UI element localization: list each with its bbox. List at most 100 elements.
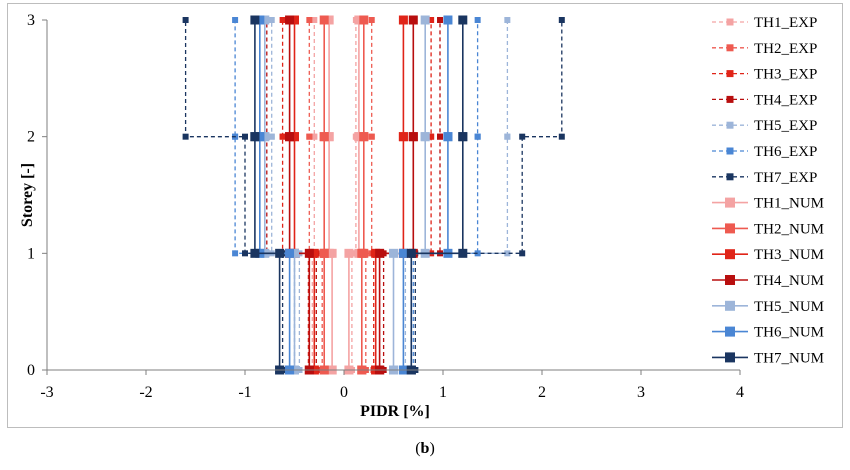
data-point-TH2_EXP (306, 133, 313, 140)
legend-marker-TH5_NUM (725, 300, 735, 311)
data-point-TH2_NUM (359, 132, 369, 142)
data-point-TH1_NUM (324, 248, 334, 258)
series-line-TH5_NUM-max (392, 20, 427, 370)
data-point-TH6_NUM (443, 132, 453, 142)
series-line-TH7_EXP-max (414, 20, 563, 370)
data-point-TH1_NUM (344, 248, 354, 258)
data-point-TH5_NUM (260, 15, 270, 25)
x-tick-label: -2 (139, 384, 152, 401)
data-point-TH7_NUM (275, 248, 285, 258)
x-tick-label: 1 (439, 384, 447, 401)
data-point-TH6_NUM (255, 132, 265, 142)
data-point-TH4_NUM (408, 15, 418, 25)
series-line-TH2_NUM-max (360, 20, 365, 370)
pidr-chart: -3 -2 -1 0 1 2 3 4 0 1 2 3 TH1_EXP TH2_EXP TH3_EXP TH4… (19, 12, 824, 420)
legend-label-TH6_EXP: TH6_EXP (754, 144, 817, 160)
data-point-TH3_NUM (398, 132, 408, 142)
legend-label-TH1_EXP: TH1_EXP (754, 15, 817, 31)
data-point-TH3_NUM (290, 15, 299, 25)
data-point-TH7_NUM (458, 15, 468, 25)
data-point-TH6_EXP (232, 17, 239, 23)
data-point-TH3_EXP (279, 17, 286, 23)
data-point-TH5_NUM (420, 132, 430, 142)
legend-marker-TH7_EXP (726, 173, 734, 181)
data-point-TH4_EXP (437, 133, 444, 140)
data-point-TH7_EXP (519, 250, 526, 257)
data-point-TH5_EXP (268, 133, 275, 140)
x-tick-label: 2 (538, 384, 546, 401)
data-point-TH6_EXP (474, 17, 481, 23)
data-point-TH5_NUM (389, 248, 398, 258)
data-point-TH7_EXP (519, 133, 526, 140)
legend-marker-TH1_EXP (726, 18, 734, 26)
data-point-TH6_NUM (255, 15, 265, 25)
data-point-TH2_EXP (368, 133, 375, 140)
data-point-TH2_NUM (319, 132, 329, 142)
x-tick-label: -1 (238, 384, 251, 401)
data-point-TH5_NUM (420, 15, 430, 25)
data-point-TH6_NUM (285, 248, 295, 258)
legend-label-TH3_NUM: TH3_NUM (754, 247, 824, 263)
series-line-TH3_NUM-min (293, 20, 316, 370)
data-point-TH7_EXP (558, 133, 565, 140)
data-point-TH5_EXP (504, 17, 511, 23)
data-point-TH1_NUM (324, 15, 334, 25)
legend-label-TH5_NUM: TH5_NUM (754, 299, 824, 315)
data-point-TH1_EXP (311, 17, 318, 23)
data-point-TH5_EXP (504, 133, 511, 140)
data-point-TH2_NUM (359, 15, 369, 25)
data-point-TH2_NUM (359, 248, 369, 258)
legend-marker-TH4_EXP (726, 95, 734, 103)
legend-label-TH4_NUM: TH4_NUM (754, 273, 824, 289)
data-point-TH3_EXP (428, 17, 435, 23)
legend-label-TH1_NUM: TH1_NUM (754, 196, 824, 212)
data-point-TH6_EXP (474, 133, 481, 140)
data-point-TH1_NUM (324, 132, 334, 142)
data-point-TH2_EXP (306, 17, 313, 23)
data-point-TH7_NUM (406, 248, 416, 258)
data-point-TH5_EXP (504, 250, 511, 257)
data-point-TH2_EXP (368, 17, 375, 23)
data-point-TH7_NUM (250, 248, 260, 258)
y-tick-label: 3 (27, 12, 35, 29)
data-point-TH3_NUM (290, 132, 299, 142)
legend-marker-TH6_EXP (726, 147, 734, 155)
legend-marker-TH3_EXP (726, 70, 734, 78)
series-line-TH1_NUM-max (348, 20, 360, 370)
x-tick-label: 0 (340, 384, 348, 401)
data-point-TH6_EXP (474, 250, 481, 257)
caption-close: ) (429, 440, 435, 457)
series-line-TH1_EXP-min (311, 20, 315, 370)
legend-marker-TH1_NUM (725, 197, 735, 208)
series-line-TH5_EXP-max (404, 20, 509, 370)
x-axis-title: PIDR [%] (360, 403, 430, 420)
series-line-TH3_EXP-max (373, 20, 432, 370)
y-tick-label: 2 (27, 129, 35, 146)
data-point-TH7_NUM (458, 132, 468, 142)
data-point-TH7_NUM (250, 15, 260, 25)
data-point-TH2_NUM (319, 15, 329, 25)
data-point-TH3_NUM (398, 15, 408, 25)
y-tick-label: 1 (27, 245, 35, 262)
legend-marker-TH2_NUM (725, 223, 735, 234)
legend: TH1_EXP TH2_EXP TH3_EXP TH4_EXP TH5_EXP TH6_E… (712, 15, 824, 366)
data-point-TH6_NUM (398, 248, 408, 258)
legend-label-TH7_NUM: TH7_NUM (754, 350, 824, 366)
legend-marker-TH5_EXP (726, 121, 734, 129)
legend-label-TH2_NUM: TH2_NUM (754, 221, 824, 237)
data-point-TH1_NUM (354, 15, 364, 25)
series-line-TH1_EXP-max (351, 20, 357, 370)
series-line-TH1_NUM-min (328, 20, 333, 370)
data-point-TH7_EXP (242, 250, 248, 257)
legend-label-TH4_EXP: TH4_EXP (754, 92, 817, 108)
series-line-TH6_EXP-max (412, 20, 479, 370)
data-point-TH7_EXP (558, 17, 565, 23)
x-tick-label: -3 (40, 384, 53, 401)
plot-area (182, 15, 565, 375)
data-point-TH5_EXP (268, 17, 275, 23)
y-tick-label: 0 (27, 362, 35, 379)
legend-marker-TH7_NUM (725, 352, 735, 363)
legend-marker-TH6_NUM (725, 326, 735, 337)
legend-marker-TH4_NUM (725, 275, 735, 285)
data-point-TH7_NUM (458, 248, 468, 258)
